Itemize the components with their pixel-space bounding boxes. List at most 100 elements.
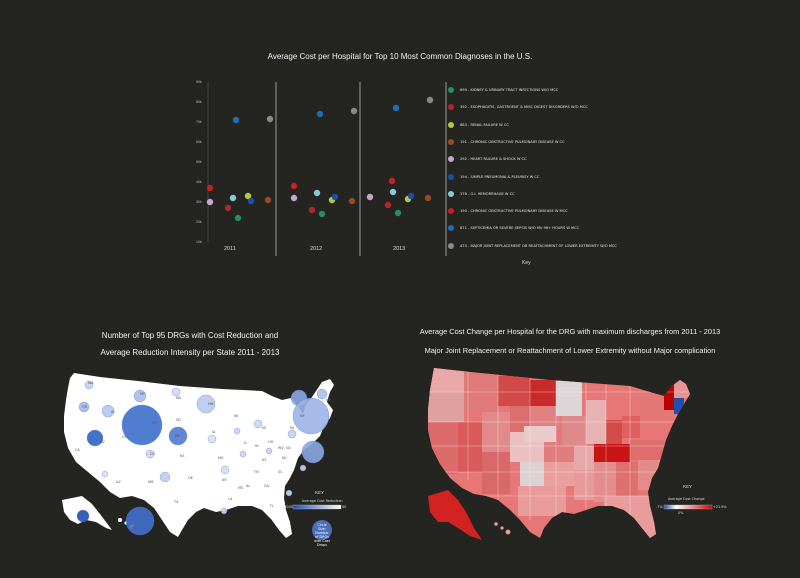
scatter-legend-item[interactable]: 871 - SEPTICEMIA OR SEVERE SEPSIS W/O MV… [448,223,579,233]
state-label: OR [82,405,88,409]
scatter-point[interactable] [384,201,392,209]
state-bubble[interactable] [84,380,94,390]
state-label: MT [140,392,145,396]
state-bubble[interactable] [253,419,263,429]
scatter-point[interactable] [392,104,400,112]
scatter-y-tick: 40k [196,180,202,184]
state-bubble[interactable] [78,401,90,413]
scatter-point[interactable] [244,192,252,200]
heat-map-alaska [428,490,482,540]
scatter-legend-item[interactable]: 190 - CHRONIC OBSTRUCTIVE PULMONARY DISE… [448,206,568,216]
state-label: KY [262,458,267,462]
heat-map-title-2: Major Joint Replacement or Reattachment … [424,346,716,355]
scatter-y-tick: 10k [196,240,202,244]
state-bubble[interactable] [292,397,330,435]
scatter-point[interactable] [426,96,434,104]
scatter-legend-item[interactable]: 683 - RENAL FAILURE W CC [448,120,509,130]
state-bubble[interactable] [239,450,247,458]
state-bubble[interactable] [220,465,230,475]
state-label: SC [278,470,283,474]
state-bubble[interactable] [220,507,228,515]
scatter-y-tick: 20k [196,220,202,224]
scatter-point[interactable] [206,198,214,206]
scatter-point[interactable] [366,193,374,201]
state-bubble[interactable] [86,429,104,447]
heat-map-title-1: Average Cost Change per Hospital for the… [419,327,721,336]
scatter-point[interactable] [348,197,356,205]
state-label: ID [111,410,115,414]
scatter-point[interactable] [388,177,396,185]
state-label: KS [180,454,185,458]
state-label: IN [255,444,259,448]
scatter-point[interactable] [224,204,232,212]
state-label: HI [132,526,136,530]
state-bubble[interactable] [316,388,328,400]
legend-label: 194 - SIMPLE PNEUMONIA & PLEURISY W CC [460,174,540,179]
legend-swatch [448,173,454,180]
scatter-point[interactable] [424,194,432,202]
scatter-legend-item[interactable]: 191 - CHRONIC OBSTRUCTIVE PULMONARY DISE… [448,137,565,147]
state-label: LA [228,497,233,501]
scatter-point[interactable] [407,192,415,200]
scatter-point[interactable] [264,196,272,204]
scatter-point[interactable] [313,189,321,197]
scatter-point[interactable] [266,115,274,123]
scatter-legend-item[interactable]: 392 - ESOPHAGITIS, GASTROENT & MISC DIGE… [448,102,588,112]
state-bubble[interactable] [121,404,163,446]
bubble-layer [76,380,330,536]
legend-label: 392 - ESOPHAGITIS, GASTROENT & MISC DIGE… [460,105,588,110]
scatter-point[interactable] [229,194,237,202]
state-bubble[interactable] [145,449,155,459]
state-label: WV [278,446,284,450]
state-bubble[interactable] [285,489,293,497]
scatter-point[interactable] [206,184,214,192]
state-label: IA [212,430,216,434]
scatter-legend-item[interactable]: 378 - G.I. HEMORRHAGE W CC [448,189,515,199]
scatter-legend-item[interactable]: 470 - MAJOR JOINT REPLACEMENT OR REATTAC… [448,241,617,251]
scatter-point[interactable] [316,110,324,118]
scatter-point[interactable] [350,107,358,115]
scatter-y-tick: 80k [196,100,202,104]
state-bubble[interactable] [299,464,307,472]
bubble-legend-min: -$3000 [281,505,294,509]
state-bubble[interactable] [287,429,297,439]
state-bubble[interactable] [101,404,115,418]
bubble-legend-key: KEY [315,490,325,495]
scatter-point[interactable] [234,214,242,222]
state-bubble[interactable] [196,394,216,414]
scatter-point[interactable] [290,194,298,202]
legend-label: 690 - KIDNEY & URINARY TRACT INFECTIONS … [460,88,559,92]
bubble-legend-title: Average Cost Reduction [302,499,343,503]
scatter-point[interactable] [331,193,339,201]
state-bubble[interactable] [207,434,217,444]
state-bubble[interactable] [125,506,155,536]
state-bubble[interactable] [168,426,188,446]
scatter-legend-item[interactable]: 690 - KIDNEY & URINARY TRACT INFECTIONS … [448,85,558,95]
bubble-map-title-2: Average Reduction Intensity per State 20… [100,348,280,357]
state-bubble[interactable] [233,427,241,435]
legend-label: 378 - G.I. HEMORRHAGE W CC [460,191,515,196]
scatter-point[interactable] [308,206,316,214]
heat-legend-high: +21.9% [713,505,727,509]
state-bubble[interactable] [265,447,273,455]
heat-legend-low: -7% [656,505,663,509]
state-bubble[interactable] [133,389,147,403]
scatter-legend-item[interactable]: 194 - SIMPLE PNEUMONIA & PLEURISY W CC [448,172,539,182]
legend-swatch [448,242,454,249]
state-label: NV [100,440,105,444]
state-bubble[interactable] [101,470,109,478]
scatter-point[interactable] [394,209,402,217]
scatter-legend-item[interactable]: 292 - HEART FAILURE & SHOCK W CC [448,154,527,164]
scatter-key-label: Key [522,260,531,266]
scatter-point[interactable] [247,197,255,205]
state-bubble[interactable] [171,387,181,397]
scatter-point[interactable] [232,116,240,124]
scatter-point[interactable] [318,210,326,218]
scatter-point[interactable] [290,182,298,190]
state-bubble[interactable] [301,440,325,464]
bubble-legend-gradient [292,504,342,510]
state-bubble[interactable] [159,471,171,483]
scatter-point[interactable] [389,188,397,196]
state-bubble[interactable] [76,509,90,523]
